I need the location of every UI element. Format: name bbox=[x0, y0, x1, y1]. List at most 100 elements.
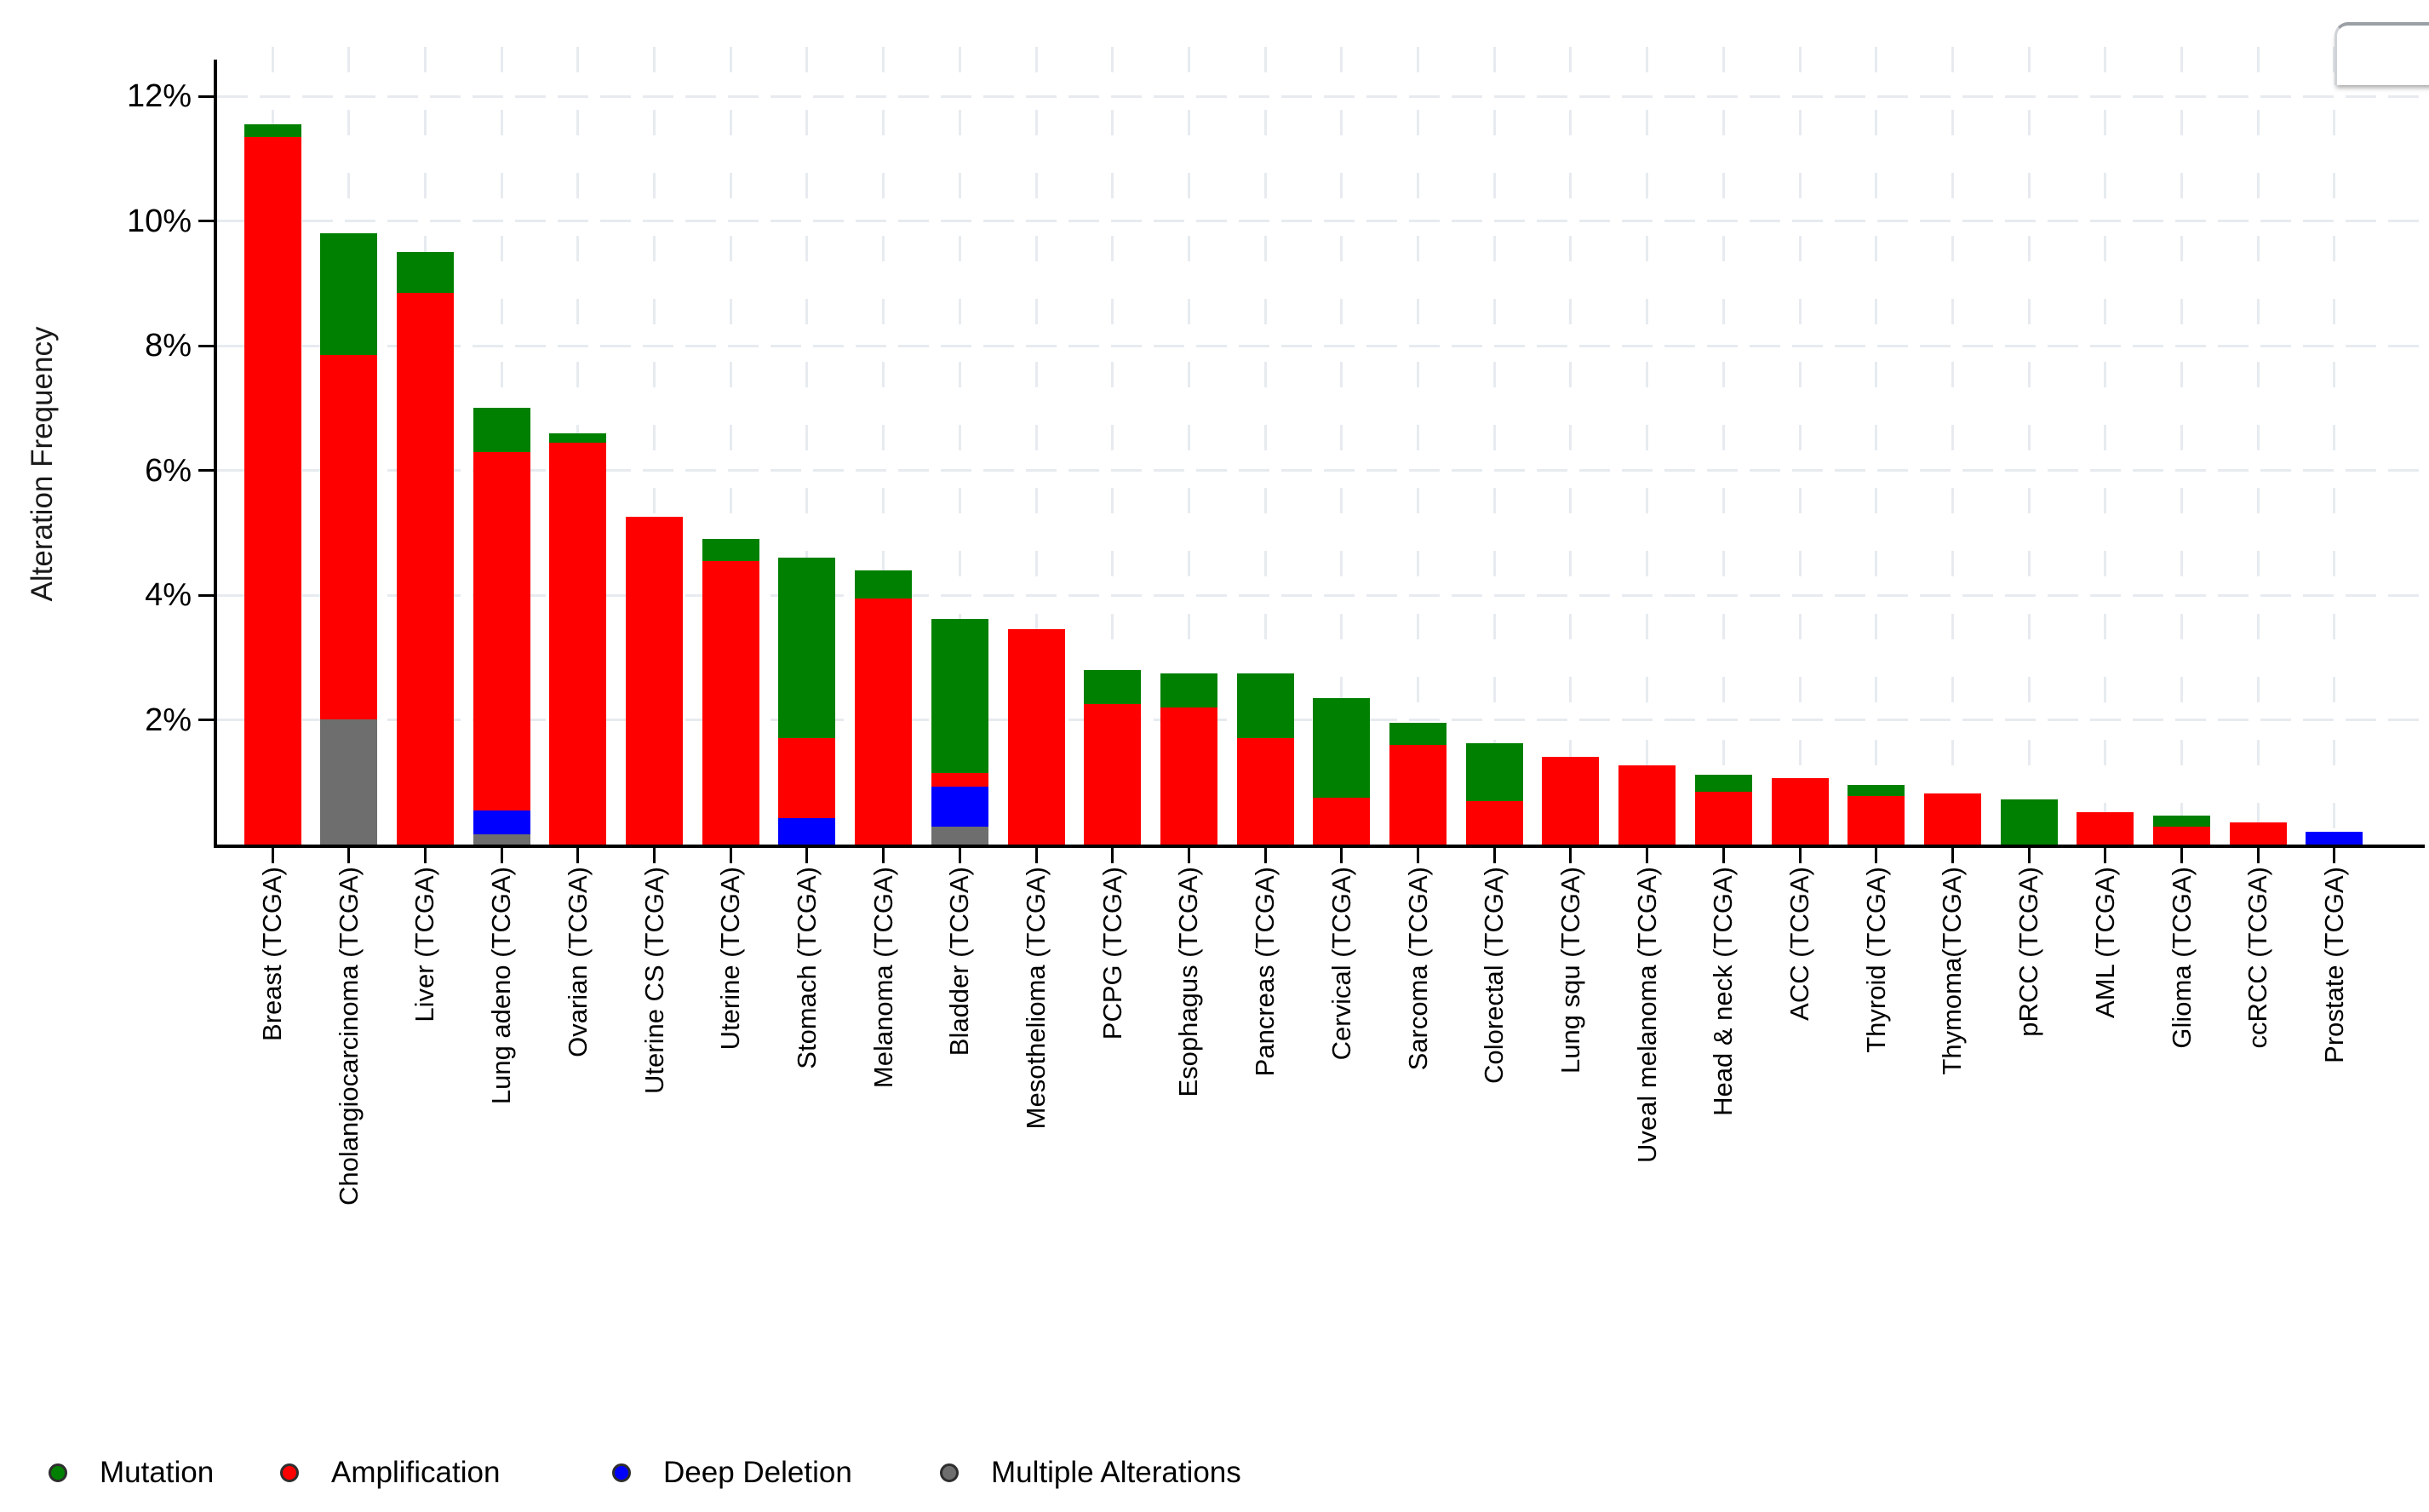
bar-liver-tcga[interactable] bbox=[396, 252, 454, 845]
bar-ccrcc-tcga[interactable] bbox=[2229, 822, 2287, 845]
x-category-label-aml-tcga: AML (TCGA) bbox=[2089, 867, 2120, 1018]
x-tick-mark bbox=[347, 848, 351, 863]
segment-deep-deletion[interactable] bbox=[778, 818, 836, 845]
segment-mutation[interactable] bbox=[1160, 673, 1217, 707]
x-tick-mark bbox=[1492, 848, 1496, 863]
bar-cholangiocarcinoma-tcga[interactable] bbox=[320, 233, 378, 845]
segment-amplification[interactable] bbox=[1542, 757, 1600, 845]
segment-amplification[interactable] bbox=[473, 451, 530, 810]
segment-amplification[interactable] bbox=[1236, 738, 1294, 845]
segment-amplification[interactable] bbox=[320, 354, 378, 720]
segment-mutation[interactable] bbox=[243, 123, 301, 137]
segment-mutation[interactable] bbox=[473, 408, 530, 452]
bar-thyroid-tcga[interactable] bbox=[1848, 784, 1905, 845]
bar-sarcoma-tcga[interactable] bbox=[1389, 723, 1447, 845]
legend-item-amplification: Amplification bbox=[280, 1452, 500, 1493]
x-tick-mark bbox=[576, 848, 580, 863]
y-tick-mark bbox=[198, 593, 214, 597]
segment-amplification[interactable] bbox=[1923, 793, 1981, 845]
segment-amplification[interactable] bbox=[1465, 800, 1523, 845]
y-axis-line bbox=[214, 60, 217, 848]
segment-mutation[interactable] bbox=[931, 618, 988, 773]
segment-mutation[interactable] bbox=[1084, 669, 1142, 705]
segment-mutation[interactable] bbox=[778, 558, 836, 739]
bar-head-neck-tcga[interactable] bbox=[1694, 774, 1752, 845]
segment-amplification[interactable] bbox=[1618, 765, 1676, 845]
x-category-label-mesothelioma-tcga: Mesothelioma (TCGA) bbox=[1021, 867, 1051, 1130]
legend-swatch-amplification-icon bbox=[280, 1463, 299, 1482]
horizontal-gridline bbox=[217, 593, 2425, 597]
segment-amplification[interactable] bbox=[2077, 811, 2134, 845]
segment-amplification[interactable] bbox=[626, 517, 683, 845]
segment-amplification[interactable] bbox=[2229, 822, 2287, 845]
segment-amplification[interactable] bbox=[1694, 791, 1752, 845]
legend-swatch-deep-deletion-icon bbox=[612, 1463, 631, 1482]
bar-glioma-tcga[interactable] bbox=[2153, 816, 2210, 845]
segment-amplification[interactable] bbox=[778, 738, 836, 819]
bar-uveal-melanoma-tcga[interactable] bbox=[1618, 765, 1676, 845]
segment-multiple-alterations[interactable] bbox=[320, 719, 378, 845]
segment-amplification[interactable] bbox=[1007, 629, 1065, 845]
bar-pancreas-tcga[interactable] bbox=[1236, 673, 1294, 845]
segment-amplification[interactable] bbox=[931, 772, 988, 787]
segment-mutation[interactable] bbox=[1848, 784, 1905, 796]
segment-mutation[interactable] bbox=[855, 570, 913, 598]
bar-breast-tcga[interactable] bbox=[243, 123, 301, 845]
segment-multiple-alterations[interactable] bbox=[473, 833, 530, 845]
segment-mutation[interactable] bbox=[1694, 774, 1752, 792]
x-category-label-cervical-tcga: Cervical (TCGA) bbox=[1326, 867, 1356, 1061]
segment-deep-deletion[interactable] bbox=[473, 810, 530, 834]
segment-amplification[interactable] bbox=[702, 560, 759, 845]
horizontal-gridline bbox=[217, 220, 2425, 222]
vertical-gridline bbox=[1263, 47, 1267, 845]
segment-mutation[interactable] bbox=[1236, 673, 1294, 739]
segment-amplification[interactable] bbox=[243, 136, 301, 845]
vertical-gridline bbox=[1492, 47, 1496, 845]
bar-stomach-tcga[interactable] bbox=[778, 558, 836, 845]
bar-uterine-cs-tcga[interactable] bbox=[626, 517, 683, 845]
bar-uterine-tcga[interactable] bbox=[702, 539, 759, 845]
segment-amplification[interactable] bbox=[1848, 795, 1905, 845]
segment-amplification[interactable] bbox=[1389, 744, 1447, 845]
x-tick-mark bbox=[729, 848, 732, 863]
segment-mutation[interactable] bbox=[702, 539, 759, 561]
segment-mutation[interactable] bbox=[320, 233, 378, 355]
bar-melanoma-tcga[interactable] bbox=[855, 570, 913, 845]
bar-colorectal-tcga[interactable] bbox=[1465, 743, 1523, 845]
bar-aml-tcga[interactable] bbox=[2077, 811, 2134, 845]
bar-prcc-tcga[interactable] bbox=[2000, 799, 2058, 845]
segment-amplification[interactable] bbox=[855, 598, 913, 845]
segment-amplification[interactable] bbox=[1160, 707, 1217, 845]
bar-pcpg-tcga[interactable] bbox=[1084, 669, 1142, 845]
segment-deep-deletion[interactable] bbox=[2306, 832, 2363, 845]
bar-ovarian-tcga[interactable] bbox=[549, 432, 607, 845]
bar-bladder-tcga[interactable] bbox=[931, 618, 988, 845]
segment-mutation[interactable] bbox=[1389, 723, 1447, 745]
segment-multiple-alterations[interactable] bbox=[931, 827, 988, 845]
x-tick-mark bbox=[2027, 848, 2031, 863]
segment-amplification[interactable] bbox=[396, 292, 454, 845]
segment-deep-deletion[interactable] bbox=[931, 786, 988, 828]
bar-esophagus-tcga[interactable] bbox=[1160, 673, 1217, 845]
segment-mutation[interactable] bbox=[2153, 816, 2210, 828]
segment-amplification[interactable] bbox=[2153, 827, 2210, 845]
segment-amplification[interactable] bbox=[1771, 778, 1829, 845]
segment-mutation[interactable] bbox=[1313, 697, 1371, 799]
bar-thymoma-tcga[interactable] bbox=[1923, 793, 1981, 845]
segment-amplification[interactable] bbox=[1084, 704, 1142, 845]
segment-amplification[interactable] bbox=[1313, 798, 1371, 845]
x-category-label-colorectal-tcga: Colorectal (TCGA) bbox=[1479, 867, 1510, 1084]
x-category-label-glioma-tcga: Glioma (TCGA) bbox=[2166, 867, 2197, 1049]
segment-mutation[interactable] bbox=[396, 252, 454, 293]
x-category-label-prostate-tcga: Prostate (TCGA) bbox=[2318, 867, 2349, 1063]
bar-prostate-tcga[interactable] bbox=[2306, 832, 2363, 845]
bar-lung-adeno-tcga[interactable] bbox=[473, 408, 530, 845]
bar-lung-squ-tcga[interactable] bbox=[1542, 757, 1600, 845]
bar-cervical-tcga[interactable] bbox=[1313, 697, 1371, 845]
segment-mutation[interactable] bbox=[2000, 799, 2058, 845]
bar-mesothelioma-tcga[interactable] bbox=[1007, 629, 1065, 845]
segment-amplification[interactable] bbox=[549, 442, 607, 845]
bar-acc-tcga[interactable] bbox=[1771, 778, 1829, 845]
segment-mutation[interactable] bbox=[549, 432, 607, 443]
segment-mutation[interactable] bbox=[1465, 743, 1523, 801]
